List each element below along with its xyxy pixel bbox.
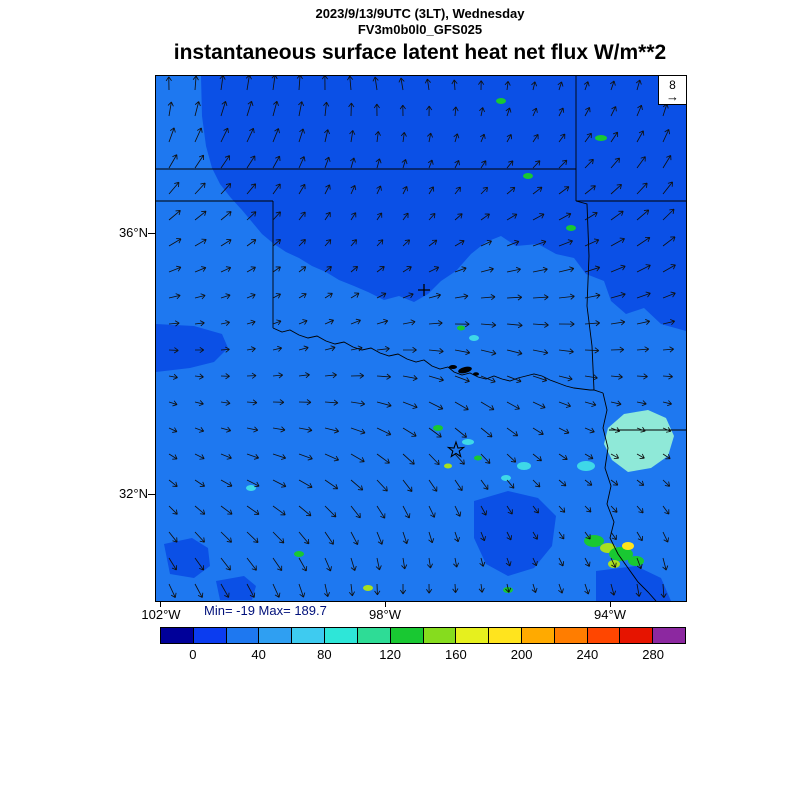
colorbar-segment	[653, 628, 685, 643]
lat-tick-36n	[148, 233, 155, 234]
colorbar-segment	[554, 628, 588, 643]
flux-field-patches	[156, 76, 686, 601]
colorbar-ticks: 0 40 80 120 160 200 240 280	[160, 647, 686, 663]
city-cross-marker	[418, 284, 430, 296]
colorbar-segment	[226, 628, 260, 643]
lon-tick-98w	[385, 601, 386, 607]
map-plot-area: 8 →	[155, 75, 687, 602]
colorbar-segment	[325, 628, 358, 643]
colorbar	[160, 627, 686, 644]
lakes	[418, 284, 479, 376]
lon-label-102w: 102°W	[141, 607, 181, 622]
lon-label-94w: 94°W	[594, 607, 626, 622]
map-canvas	[156, 76, 686, 601]
colorbar-tick-label: 120	[379, 647, 401, 662]
datetime-line: 2023/9/13/9UTC (3LT), Wednesday	[315, 6, 525, 21]
colorbar-segment	[357, 628, 391, 643]
colorbar-tick-label: 240	[576, 647, 599, 662]
min-max-label: Min= -19 Max= 189.7	[204, 603, 327, 618]
colorbar-segment	[292, 628, 326, 643]
lat-label-36n: 36°N	[118, 225, 148, 240]
colorbar-segment	[620, 628, 654, 643]
colorbar-tick-label: 200	[510, 647, 533, 662]
colorbar-segment	[456, 628, 490, 643]
lat-label-32n: 32°N	[118, 486, 148, 501]
reference-vector-value: 8	[669, 77, 676, 92]
colorbar-tick-label: 40	[251, 647, 266, 662]
colorbar-segment	[193, 628, 227, 643]
colorbar-tick-label: 80	[317, 647, 332, 662]
reference-vector-arrow-icon: →	[666, 88, 679, 104]
colorbar-segment	[390, 628, 424, 643]
reference-vector-box: 8 →	[658, 76, 686, 105]
wind-vector-arrows	[165, 76, 676, 598]
plot-title: instantaneous surface latent heat net fl…	[173, 41, 667, 64]
colorbar-segment	[587, 628, 621, 643]
colorbar-segment	[161, 628, 194, 643]
lat-tick-32n	[148, 494, 155, 495]
colorbar-tick-label: 0	[189, 647, 197, 662]
colorbar-segment	[521, 628, 555, 643]
state-borders	[156, 76, 686, 601]
colorbar-tick-label: 280	[642, 647, 664, 662]
colorbar-tick-label: 160	[445, 647, 467, 662]
lon-tick-102w	[160, 601, 161, 607]
star-marker	[446, 440, 466, 458]
title-block: 2023/9/13/9UTC (3LT), Wednesday FV3m0b0l…	[155, 6, 685, 65]
model-line: FV3m0b0l0_GFS025	[357, 22, 483, 37]
lon-tick-94w	[610, 601, 611, 607]
colorbar-segment	[489, 628, 522, 643]
colorbar-segment	[259, 628, 293, 643]
colorbar-segment	[423, 628, 457, 643]
lon-label-98w: 98°W	[369, 607, 401, 622]
